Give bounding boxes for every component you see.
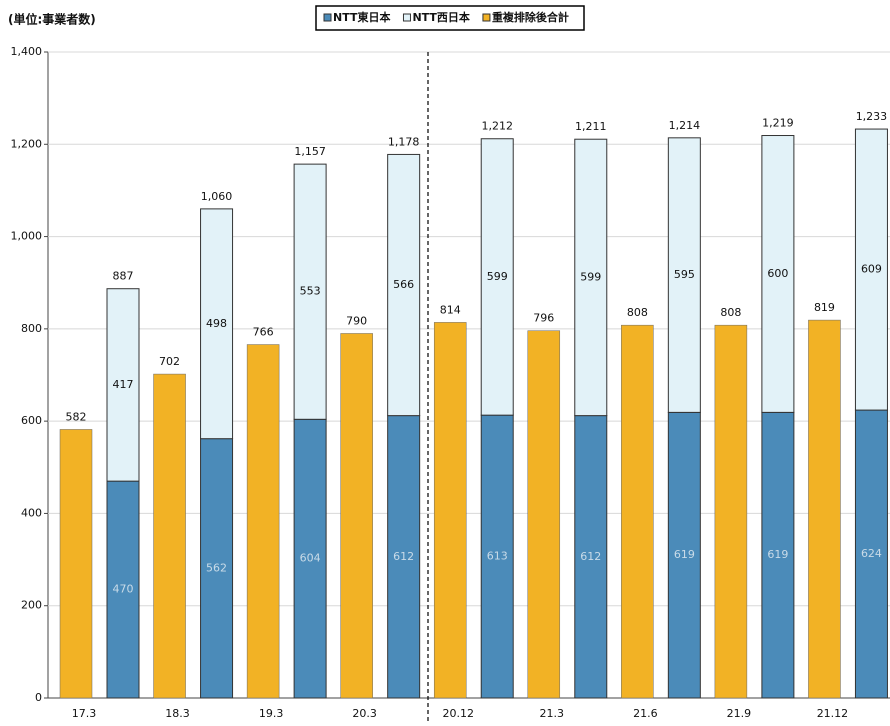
y-tick-label: 600 (21, 414, 42, 427)
value-label: 498 (206, 317, 227, 330)
unit-label: (単位:事業者数) (8, 12, 96, 27)
value-label: 613 (487, 550, 508, 563)
y-tick-label: 800 (21, 322, 42, 335)
value-label: 624 (861, 547, 882, 560)
total-label: 1,157 (294, 145, 326, 158)
value-label: 766 (253, 326, 274, 339)
value-label: 814 (440, 303, 461, 316)
value-label: 609 (861, 263, 882, 276)
value-label: 604 (300, 552, 321, 565)
value-label: 562 (206, 561, 227, 574)
total-label: 887 (113, 270, 134, 283)
bar (715, 325, 747, 698)
total-label: 1,219 (762, 117, 794, 130)
value-label: 595 (674, 268, 695, 281)
total-label: 1,214 (669, 119, 701, 132)
value-label: 808 (720, 306, 741, 319)
value-label: 566 (393, 278, 414, 291)
legend-swatch (483, 14, 490, 21)
value-label: 417 (113, 378, 134, 391)
value-label: 470 (113, 583, 134, 596)
total-label: 1,212 (481, 120, 513, 133)
total-label: 1,178 (388, 135, 420, 148)
x-tick-label: 17.3 (72, 707, 97, 720)
value-label: 612 (580, 550, 601, 563)
value-label: 582 (66, 410, 87, 423)
value-label: 702 (159, 355, 180, 368)
x-tick-label: 19.3 (259, 707, 284, 720)
bar (341, 333, 373, 698)
x-tick-label: 18.3 (165, 707, 190, 720)
value-label: 619 (767, 548, 788, 561)
legend-swatch (324, 14, 331, 21)
bar (808, 320, 840, 698)
value-label: 599 (580, 270, 601, 283)
y-tick-label: 1,400 (11, 45, 43, 58)
x-tick-label: 21.12 (817, 707, 849, 720)
x-tick-label: 21.3 (540, 707, 565, 720)
value-label: 553 (300, 285, 321, 298)
x-tick-label: 21.6 (633, 707, 658, 720)
bar (247, 345, 279, 698)
bar (154, 374, 186, 698)
value-label: 619 (674, 548, 695, 561)
legend: NTT東日本 NTT西日本 重複排除後合計 (324, 10, 569, 24)
x-tick-label: 20.3 (352, 707, 377, 720)
y-tick-label: 0 (35, 691, 42, 704)
value-label: 808 (627, 306, 648, 319)
plot-area: 0 200 400 600 800 1,000 1,200 1,400 582 470 417 887… (11, 45, 890, 722)
value-label: 796 (533, 312, 554, 325)
legend-swatch (403, 14, 410, 21)
legend-label: 重複排除後合計 (492, 10, 569, 24)
value-label: 599 (487, 270, 508, 283)
y-tick-label: 200 (21, 599, 42, 612)
y-tick-label: 400 (21, 506, 42, 519)
value-label: 612 (393, 550, 414, 563)
total-label: 1,233 (856, 110, 888, 123)
y-tick-label: 1,200 (11, 137, 43, 150)
legend-label: NTT西日本 (412, 10, 469, 24)
x-tick-label: 21.9 (727, 707, 752, 720)
value-label: 819 (814, 301, 835, 314)
total-label: 1,211 (575, 120, 607, 133)
bar (434, 322, 466, 698)
bar (621, 325, 653, 698)
legend-label: NTT東日本 (333, 10, 390, 24)
value-label: 600 (767, 267, 788, 280)
x-tick-label: 20.12 (442, 707, 474, 720)
y-tick-label: 1,000 (11, 230, 43, 243)
bar (528, 331, 560, 698)
bar (60, 429, 92, 698)
total-label: 1,060 (201, 190, 233, 203)
value-label: 790 (346, 314, 367, 327)
